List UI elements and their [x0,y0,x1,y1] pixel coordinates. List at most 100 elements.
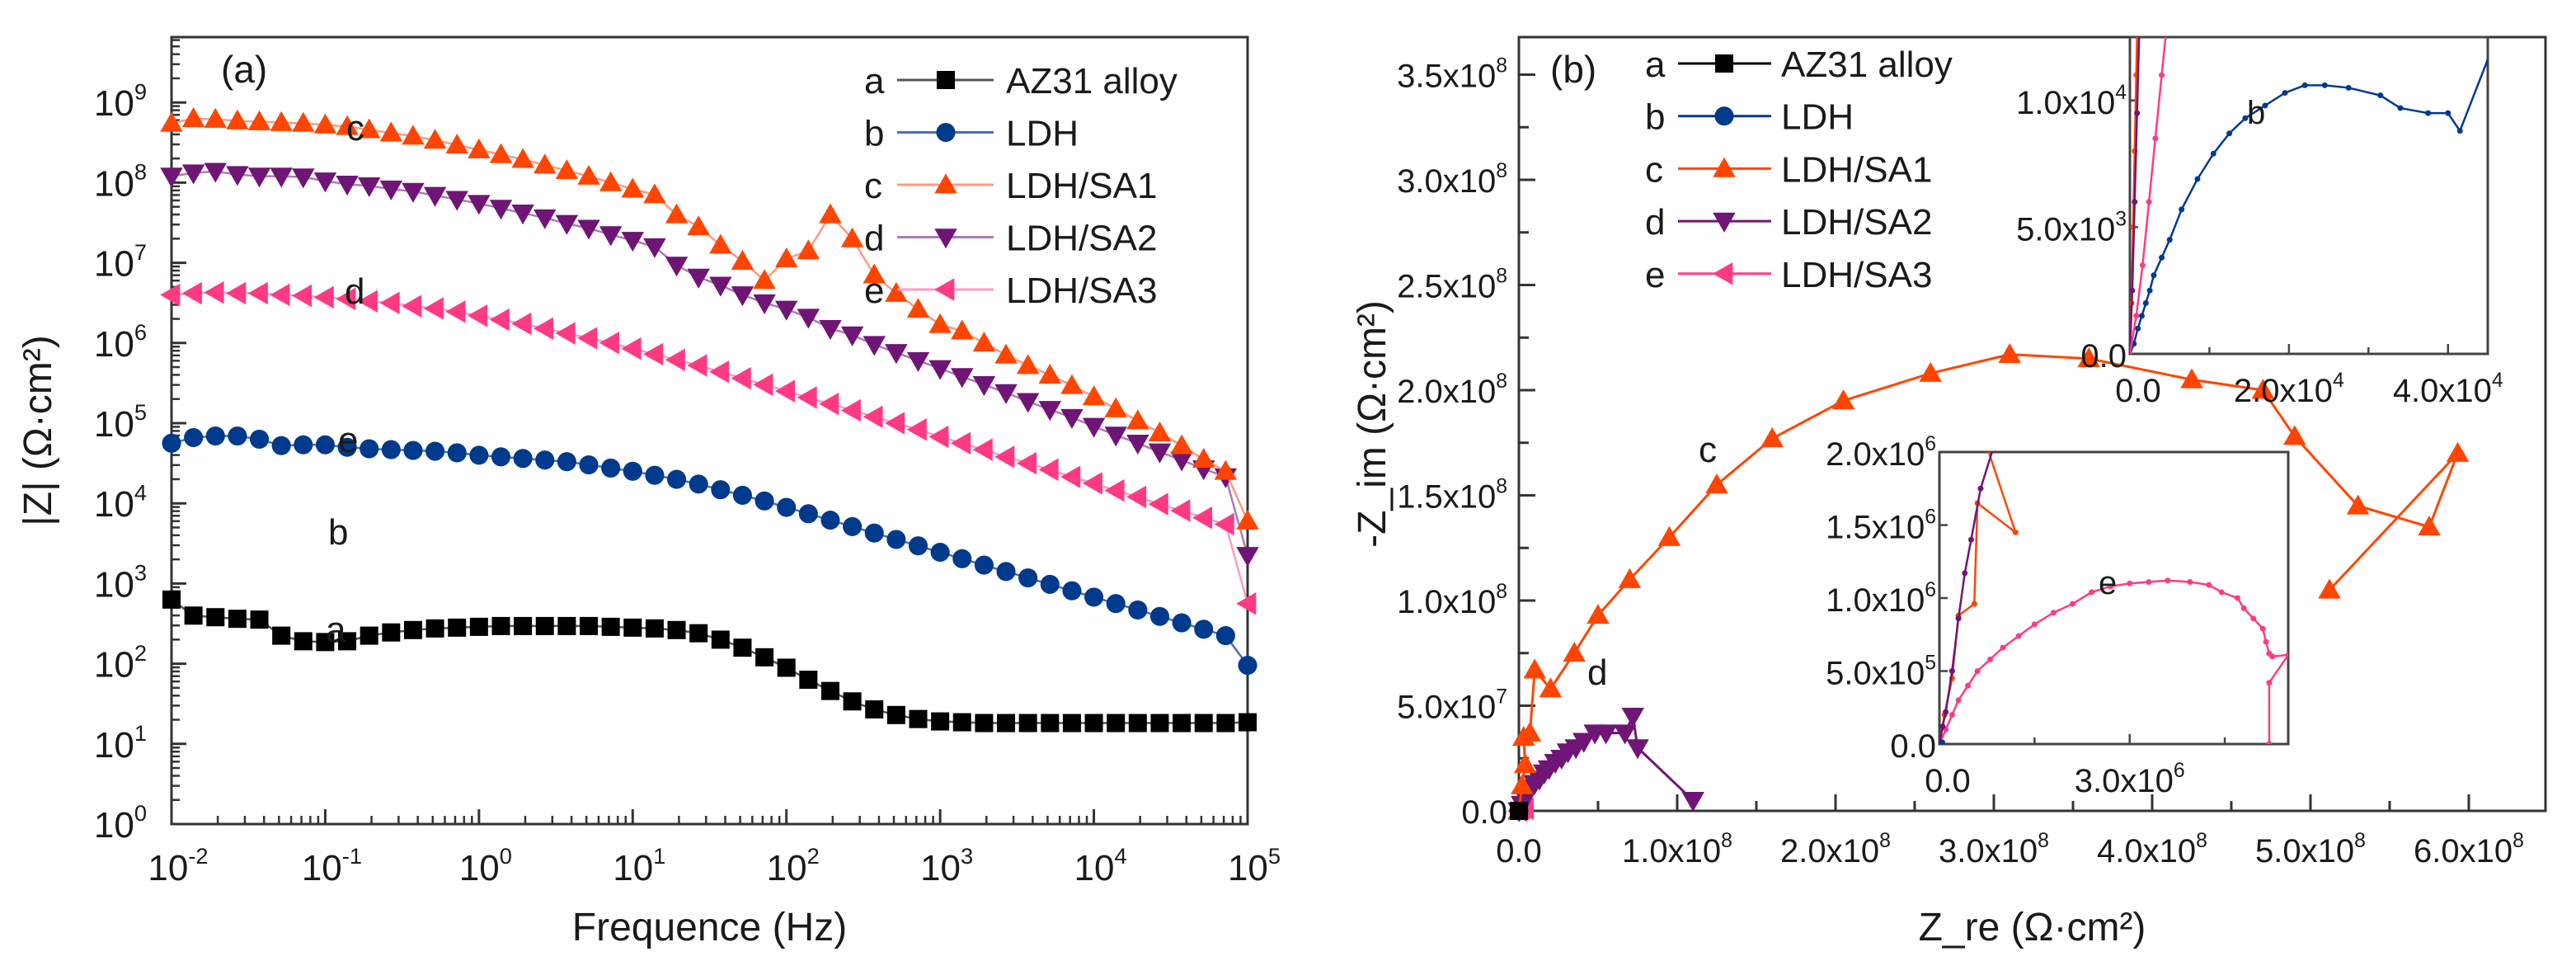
data-point-e [753,373,773,397]
data-point-b [623,461,642,481]
data-point-c [665,203,689,224]
data-point-e [445,300,466,323]
data-point-c [336,115,359,135]
data-point-d [1170,451,1193,472]
data-point-c [160,111,183,132]
data-point-d [906,351,930,372]
data-point-c [1586,604,1610,624]
inset-data-point-e [2015,633,2022,639]
data-point-a [184,606,203,625]
data-point-c [226,109,249,130]
y-tick-label-exponent: 8 [1496,581,1507,603]
data-point-c [2251,379,2275,399]
y-tick-label: 102 [94,640,147,685]
inset-data-point-b [2210,150,2216,157]
data-point-b [271,436,291,455]
y-tick-label-base: 3.5x10 [1397,59,1496,95]
inset-data-point-d [1948,668,1955,674]
data-point-c [2346,494,2370,515]
data-point-b [513,449,533,469]
data-point-b [754,491,774,511]
inset-data-point-e [2050,610,2057,616]
inset-data-point-e [2165,577,2171,584]
inset-frame [1938,450,2290,746]
data-point-c [687,215,710,236]
series-a [162,590,1257,733]
inset-data-point-e [2089,589,2095,596]
y-tick-label-base: 3.0x10 [1397,163,1496,200]
inset-data-point-b [2135,325,2141,332]
data-point-d [226,166,249,186]
data-point-c [379,121,403,142]
data-point-a [799,671,818,690]
data-point-e [468,304,488,327]
inset-data-point-e [2187,579,2193,586]
x-tick-label-base: 10 [459,848,500,888]
y-tick-label-exponent: 2 [134,640,147,666]
data-point-b [908,536,928,556]
data-point-a [580,616,599,635]
inset-y-tick-label-base: 5.0x10 [1826,656,1925,692]
data-point-d [1594,724,1618,745]
x-tick-label-exponent: -2 [188,843,208,869]
data-point-a [514,616,533,635]
legend-label: LDH/SA2 [1006,219,1157,259]
inset-data-point-c [2135,0,2141,2]
y-tick-label-exponent: 0 [134,800,147,826]
data-point-a [1107,714,1126,733]
inset-y-tick-label: 1.0x106 [1826,579,1936,619]
inset-data-point-e [2266,680,2273,686]
data-point-e [731,366,751,390]
inset-y-tick-label-exponent: 6 [1925,579,1936,601]
y-tick-label-exponent: 8 [1496,266,1507,288]
y-tick-label-exponent: 9 [134,78,147,104]
data-point-e [885,412,905,435]
data-point-b [1106,594,1126,614]
legend-label: LDH/SA1 [1781,149,1932,190]
y-tick-label-exponent: 3 [134,560,147,586]
legend-marker [936,122,956,143]
data-point-c [972,332,996,352]
y-tick-label-base: 10 [94,645,134,685]
data-point-d [643,238,666,258]
x-tick-label-exponent: 8 [1721,830,1732,852]
data-point-b [601,458,621,478]
data-point-b [820,511,840,530]
data-point-c [555,159,579,180]
data-point-d [1626,739,1649,760]
data-point-c [819,203,842,224]
data-point-c [1998,342,2021,363]
legend-key: c [1645,149,1663,190]
data-point-d [357,177,381,198]
inset-data-point-e [2165,9,2171,15]
x-tick-label: 1.0x108 [1622,830,1732,869]
data-point-c [774,247,798,268]
data-point-e [863,405,883,428]
data-point-d [885,344,908,365]
data-point-d [774,300,798,321]
data-point-a [755,648,774,667]
data-point-a [360,626,378,645]
legend-label: LDH [1781,97,1854,138]
inset-data-point-e [2108,583,2114,590]
inset-data-point-b [2138,313,2145,319]
series-d [160,163,1259,568]
data-point-b [1062,581,1082,601]
data-point-d [445,191,468,211]
inset-data-point-b [2226,130,2233,137]
data-point-b [667,469,687,489]
data-point-c [1126,409,1149,430]
data-point-d [1126,434,1149,455]
data-point-d [489,200,513,220]
inset-data-point-d [1967,536,1974,543]
data-point-a [425,619,444,638]
data-point-c [906,298,930,318]
data-point-c [1523,658,1546,679]
data-point-c [731,249,754,270]
data-point-b [184,427,204,448]
data-point-d [1236,547,1259,568]
x-tick-label-base: 2.0x10 [1780,833,1879,869]
data-point-b [425,441,445,461]
inset-data-point-d [1994,435,2000,440]
data-point-e [1104,478,1125,502]
